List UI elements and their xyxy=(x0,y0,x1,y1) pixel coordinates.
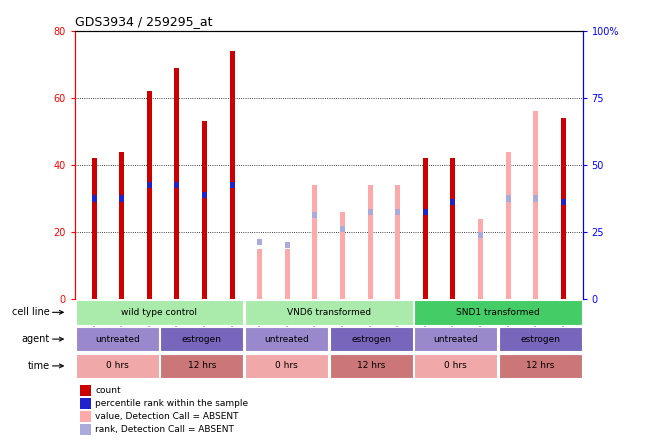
Bar xyxy=(533,195,538,202)
Bar xyxy=(76,353,159,378)
Bar xyxy=(92,195,96,202)
Text: 12 hrs: 12 hrs xyxy=(357,361,385,370)
Bar xyxy=(230,182,234,188)
Bar xyxy=(160,353,243,378)
Bar xyxy=(147,91,152,299)
Bar xyxy=(76,300,243,325)
Bar xyxy=(80,398,91,409)
Bar xyxy=(230,51,234,299)
Text: VND6 transformed: VND6 transformed xyxy=(286,308,371,317)
Text: count: count xyxy=(95,386,121,395)
Bar xyxy=(76,327,159,352)
Bar xyxy=(80,385,91,396)
Text: agent: agent xyxy=(21,334,49,344)
Text: time: time xyxy=(27,361,49,371)
Bar xyxy=(119,151,124,299)
Text: 0 hrs: 0 hrs xyxy=(106,361,128,370)
Text: rank, Detection Call = ABSENT: rank, Detection Call = ABSENT xyxy=(95,425,234,434)
Bar xyxy=(119,195,124,202)
Bar xyxy=(450,159,456,299)
Text: percentile rank within the sample: percentile rank within the sample xyxy=(95,399,248,408)
Text: 0 hrs: 0 hrs xyxy=(275,361,298,370)
Text: untreated: untreated xyxy=(95,335,139,344)
Bar xyxy=(414,353,497,378)
Bar xyxy=(506,151,510,299)
Bar xyxy=(329,353,413,378)
Bar xyxy=(533,111,538,299)
Bar xyxy=(340,212,345,299)
Bar xyxy=(312,212,318,218)
Bar xyxy=(478,232,483,238)
Bar xyxy=(499,353,582,378)
Text: cell line: cell line xyxy=(12,307,49,317)
Text: GDS3934 / 259295_at: GDS3934 / 259295_at xyxy=(75,16,212,28)
Bar xyxy=(450,199,456,205)
Bar xyxy=(160,327,243,352)
Bar xyxy=(478,218,483,299)
Bar xyxy=(174,68,180,299)
Bar xyxy=(423,159,428,299)
Bar xyxy=(368,209,372,215)
Text: 12 hrs: 12 hrs xyxy=(187,361,216,370)
Bar xyxy=(245,353,328,378)
Bar xyxy=(561,199,566,205)
Bar xyxy=(312,185,318,299)
Bar xyxy=(561,118,566,299)
Bar xyxy=(202,122,207,299)
Bar xyxy=(245,300,413,325)
Text: 0 hrs: 0 hrs xyxy=(445,361,467,370)
Text: untreated: untreated xyxy=(264,335,309,344)
Text: untreated: untreated xyxy=(434,335,478,344)
Bar xyxy=(414,300,582,325)
Bar xyxy=(340,226,345,232)
Bar xyxy=(329,327,413,352)
Text: SND1 transformed: SND1 transformed xyxy=(456,308,540,317)
Bar xyxy=(245,327,328,352)
Bar xyxy=(80,424,91,435)
Bar xyxy=(174,182,180,188)
Text: estrogen: estrogen xyxy=(520,335,561,344)
Bar xyxy=(423,209,428,215)
Text: 12 hrs: 12 hrs xyxy=(526,361,555,370)
Bar xyxy=(414,327,497,352)
Bar xyxy=(285,242,290,248)
Bar xyxy=(368,185,372,299)
Text: value, Detection Call = ABSENT: value, Detection Call = ABSENT xyxy=(95,412,239,421)
Bar xyxy=(395,185,400,299)
Bar xyxy=(147,182,152,188)
Text: estrogen: estrogen xyxy=(351,335,391,344)
Bar xyxy=(285,249,290,299)
Bar xyxy=(506,195,510,202)
Bar xyxy=(80,411,91,422)
Bar xyxy=(257,239,262,245)
Bar xyxy=(92,159,96,299)
Text: wild type control: wild type control xyxy=(122,308,197,317)
Text: estrogen: estrogen xyxy=(182,335,222,344)
Bar xyxy=(499,327,582,352)
Bar xyxy=(202,192,207,198)
Bar xyxy=(257,249,262,299)
Bar xyxy=(395,209,400,215)
